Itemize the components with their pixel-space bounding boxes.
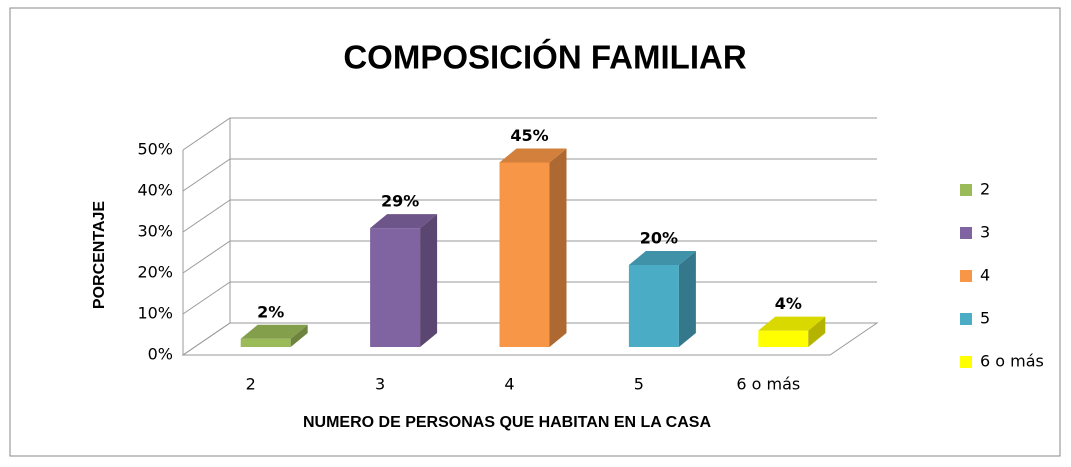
bar-front <box>628 265 679 347</box>
bar-top <box>499 148 567 163</box>
bar-side <box>678 251 696 347</box>
grid-line <box>182 199 877 233</box>
x-axis-label: NUMERO DE PERSONAS QUE HABITAN EN LA CAS… <box>303 414 711 431</box>
bar <box>240 324 308 347</box>
legend-swatch <box>960 227 972 239</box>
bar-top <box>758 316 826 331</box>
bar-side <box>290 324 308 347</box>
y-tick-label: 30% <box>137 222 173 241</box>
grid-line <box>182 117 877 151</box>
bar-side <box>420 214 438 347</box>
y-tick-label: 10% <box>137 304 173 323</box>
legend-swatch <box>960 184 972 196</box>
y-tick-label: 0% <box>148 345 173 364</box>
value-label: 29% <box>381 192 419 211</box>
value-label: 45% <box>510 126 548 145</box>
x-tick-label: 3 <box>375 375 385 394</box>
grid-line <box>182 240 877 274</box>
chart-title: COMPOSICIÓN FAMILIAR <box>343 39 747 76</box>
value-label: 4% <box>775 294 802 313</box>
bar <box>758 316 826 347</box>
bar-front <box>499 162 550 347</box>
y-tick-label: 20% <box>137 263 173 282</box>
bar-top <box>370 214 438 229</box>
value-label: 20% <box>640 229 678 248</box>
legend-swatch <box>960 270 972 282</box>
legend-label: 6 o más <box>980 352 1044 371</box>
bar-side <box>549 148 567 347</box>
legend-swatch <box>960 356 972 368</box>
x-tick-label: 4 <box>504 375 514 394</box>
bar-front <box>370 228 421 347</box>
bar <box>370 214 438 347</box>
x-tick-label: 5 <box>634 375 644 394</box>
x-tick-label: 6 o más <box>736 375 800 394</box>
bar <box>499 148 567 347</box>
legend-label: 3 <box>980 223 990 242</box>
bar-top <box>240 324 308 339</box>
bar-side <box>808 316 826 347</box>
bar-front <box>758 330 809 347</box>
y-tick-label: 40% <box>137 181 173 200</box>
x-tick-label: 2 <box>246 375 256 394</box>
legend-label: 2 <box>980 180 990 199</box>
bar-top <box>628 251 696 265</box>
legend-label: 4 <box>980 266 990 285</box>
legend-label: 5 <box>980 309 990 328</box>
bar-front <box>240 338 291 347</box>
value-label: 2% <box>257 302 284 321</box>
y-axis-label: PORCENTAJE <box>91 201 108 309</box>
y-tick-label: 50% <box>137 140 173 159</box>
bar <box>628 251 696 347</box>
grid-line <box>182 158 877 192</box>
legend-swatch <box>960 313 972 325</box>
